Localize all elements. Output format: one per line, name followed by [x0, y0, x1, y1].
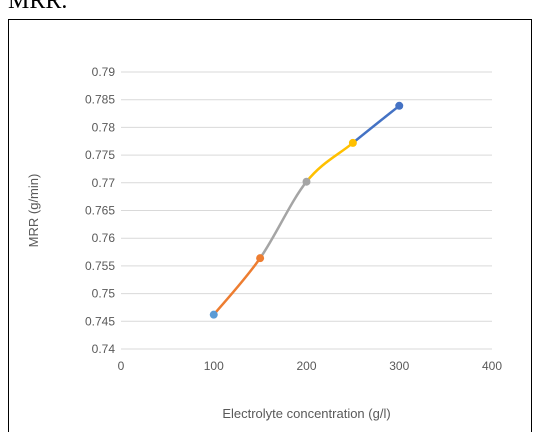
- y-tick-label: 0.79: [92, 65, 116, 79]
- x-tick-labels: 0 100 200 300 400: [118, 359, 503, 373]
- data-point-marker: [209, 310, 218, 319]
- y-tick-label: 0.755: [85, 259, 115, 273]
- y-tick-label: 0.745: [85, 314, 115, 328]
- y-tick-label: 0.74: [92, 342, 116, 356]
- y-tick-labels: 0.74 0.745 0.75 0.755 0.76 0.765 0.77 0.775 0.78…: [85, 65, 115, 356]
- data-point-marker: [302, 177, 311, 186]
- figure-caption: MRR.: [8, 0, 68, 14]
- x-axis-title: Electrolyte concentration (g/l): [222, 406, 390, 421]
- x-tick-label: 100: [204, 359, 224, 373]
- series-line-segment: [305, 141, 355, 183]
- y-tick-label: 0.78: [92, 120, 116, 134]
- x-tick-label: 300: [389, 359, 409, 373]
- y-tick-label: 0.76: [92, 231, 116, 245]
- series-line-segment: [258, 180, 308, 260]
- x-tick-label: 200: [296, 359, 316, 373]
- data-point-marker: [348, 138, 357, 147]
- series-line-segment: [351, 104, 401, 145]
- y-tick-label: 0.765: [85, 204, 115, 218]
- data-point-marker: [256, 254, 265, 263]
- data-point-marker: [395, 101, 404, 110]
- y-tick-label: 0.77: [92, 176, 116, 190]
- x-tick-label: 0: [118, 359, 125, 373]
- gridlines: [121, 71, 492, 350]
- y-tick-label: 0.75: [92, 287, 116, 301]
- series-line-segment: [212, 256, 262, 316]
- chart-frame: [8, 19, 532, 432]
- x-tick-label: 400: [482, 359, 502, 373]
- y-axis-title: MRR (g/min): [26, 174, 41, 248]
- y-tick-label: 0.775: [85, 148, 115, 162]
- series-markers: [209, 101, 404, 319]
- y-tick-label: 0.785: [85, 93, 115, 107]
